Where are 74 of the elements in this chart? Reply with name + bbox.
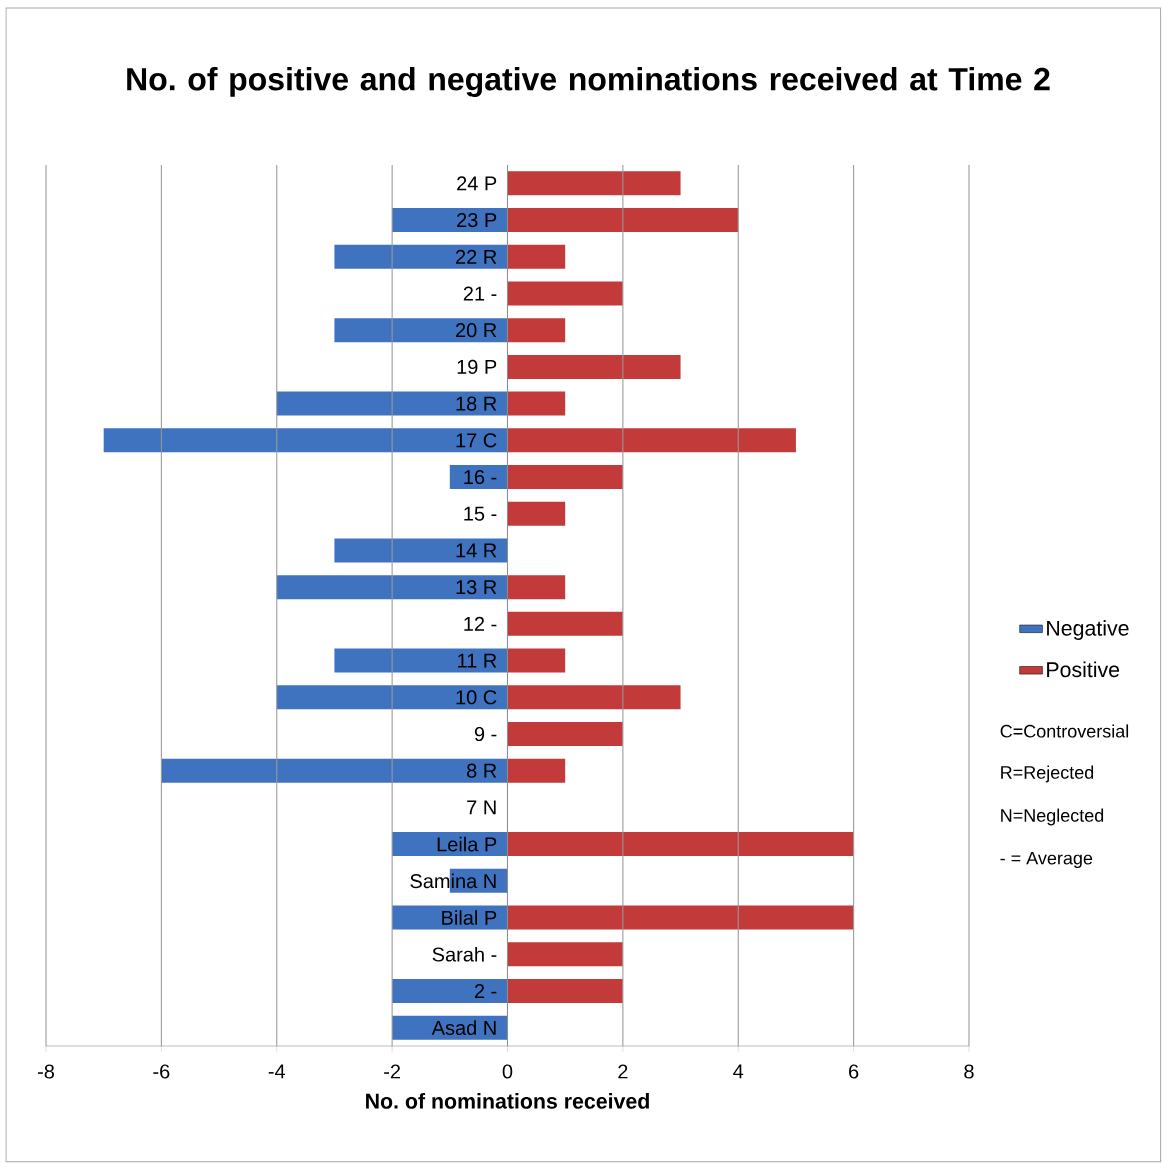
bar bbox=[276, 391, 508, 416]
y-tick-label: 20 R bbox=[456, 323, 497, 338]
bar bbox=[507, 832, 854, 857]
bar bbox=[507, 171, 681, 196]
x-tick-label: 4 bbox=[733, 1064, 744, 1079]
bar bbox=[507, 575, 566, 600]
y-tick-label: 24 P bbox=[457, 176, 497, 191]
x-tick-label: 6 bbox=[849, 1064, 859, 1079]
y-tick-label: 9 - bbox=[474, 726, 497, 742]
y-tick-label: 11 R bbox=[458, 653, 497, 668]
y-tick-label: Bilal P bbox=[442, 910, 497, 925]
x-axis-title: No. of nominations received bbox=[366, 1093, 649, 1109]
bar bbox=[507, 978, 623, 1003]
bar bbox=[507, 501, 566, 526]
text: R=Rejected bbox=[1001, 765, 1094, 783]
x-tick-label: 8 bbox=[964, 1064, 974, 1079]
y-tick-label: Leila P bbox=[437, 836, 497, 852]
y-tick-label: 2 - bbox=[474, 983, 497, 998]
y-tick-label: 14 R bbox=[456, 543, 497, 558]
x-tick-label: -6 bbox=[153, 1064, 170, 1079]
bar bbox=[392, 978, 508, 1003]
bar bbox=[334, 648, 508, 673]
bar bbox=[507, 685, 681, 710]
y-tick-label: 18 R bbox=[456, 396, 497, 411]
y-tick-label: Sarah - bbox=[432, 946, 497, 962]
x-tick-label: -4 bbox=[268, 1064, 286, 1079]
x-tick-label: 2 bbox=[618, 1064, 628, 1079]
bar bbox=[507, 905, 854, 930]
y-tick-label: 16 - bbox=[464, 469, 497, 485]
bar bbox=[276, 575, 508, 600]
text: C=Controversial bbox=[1000, 724, 1129, 738]
bar bbox=[507, 281, 623, 306]
y-tick-label: 10 C bbox=[456, 690, 497, 705]
bar bbox=[103, 428, 508, 453]
y-tick-label: 17 C bbox=[456, 433, 497, 448]
text: N=Neglected bbox=[1001, 808, 1104, 826]
y-tick-label: Asad N bbox=[431, 1020, 496, 1035]
text: - = Average bbox=[1000, 851, 1093, 869]
bar bbox=[507, 721, 623, 746]
y-tick-label: 12 - bbox=[464, 616, 497, 631]
x-tick-label: -8 bbox=[37, 1064, 55, 1079]
bar bbox=[507, 318, 566, 343]
bar bbox=[507, 244, 566, 269]
bar bbox=[507, 942, 623, 967]
bar bbox=[507, 611, 623, 636]
bar bbox=[507, 354, 681, 379]
y-tick-label: 23 P bbox=[457, 212, 497, 228]
bar bbox=[449, 465, 508, 490]
bar bbox=[507, 648, 566, 673]
legend-label: Positive bbox=[1047, 661, 1120, 678]
y-tick-label: 13 R bbox=[456, 580, 497, 595]
bar bbox=[392, 905, 508, 930]
bar bbox=[161, 758, 508, 783]
y-tick-label: 7 N bbox=[467, 800, 496, 815]
y-tick-label: 19 P bbox=[457, 359, 497, 374]
legend-label: Negative bbox=[1047, 620, 1129, 640]
y-tick-label: 21 - bbox=[463, 286, 497, 301]
bar bbox=[276, 685, 508, 710]
bar bbox=[507, 428, 796, 453]
bar bbox=[334, 538, 508, 563]
bar bbox=[392, 832, 508, 857]
bar bbox=[334, 244, 508, 269]
x-tick-label: -2 bbox=[384, 1064, 401, 1079]
bar bbox=[507, 391, 566, 416]
bar bbox=[507, 758, 566, 783]
bar bbox=[507, 465, 623, 490]
y-tick-label: 22 R bbox=[456, 249, 497, 264]
x-tick-label: 0 bbox=[502, 1064, 513, 1079]
y-tick-label: 8 R bbox=[467, 763, 497, 778]
y-tick-label: 15 - bbox=[464, 506, 497, 521]
bar bbox=[507, 208, 739, 233]
chart-title: No. of positive and negative nominations received at Time 2 bbox=[127, 67, 1050, 97]
bar bbox=[392, 208, 508, 233]
bar bbox=[334, 318, 508, 343]
